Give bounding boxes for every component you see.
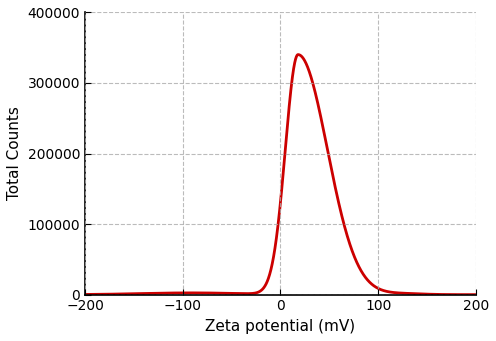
Y-axis label: Total Counts: Total Counts [7, 107, 22, 201]
X-axis label: Zeta potential (mV): Zeta potential (mV) [205, 319, 356, 334]
